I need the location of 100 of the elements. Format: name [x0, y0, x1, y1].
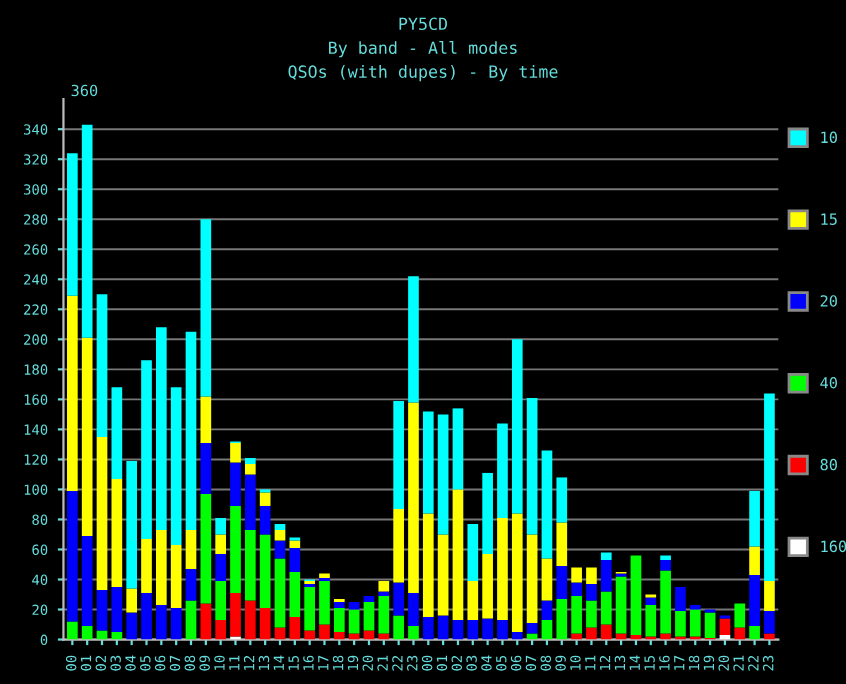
bar: [526, 623, 538, 634]
bar: [156, 529, 167, 606]
bar: [408, 593, 419, 627]
bar: [67, 621, 78, 640]
bar: [393, 508, 404, 583]
bar: [200, 442, 212, 494]
bar: [185, 331, 197, 530]
bar: [259, 608, 271, 640]
bar: [215, 534, 226, 554]
bar: [185, 568, 197, 601]
bar: [556, 477, 568, 523]
bar: [437, 414, 449, 535]
bar: [230, 505, 241, 594]
bar: [156, 605, 167, 640]
bar: [244, 600, 256, 640]
bar: [81, 337, 93, 536]
bar: [170, 608, 182, 640]
bar: [244, 457, 256, 464]
bar: [749, 490, 760, 547]
bar: [81, 626, 93, 640]
bar: [259, 492, 271, 506]
bar: [304, 630, 315, 640]
bar: [541, 450, 553, 559]
bar: [319, 624, 330, 640]
bar: [526, 534, 538, 624]
bar: [259, 534, 271, 609]
bar: [111, 587, 123, 633]
bar: [170, 544, 182, 609]
bar: [586, 584, 597, 601]
bar: [289, 540, 301, 548]
bar: [511, 339, 523, 514]
bar: [348, 609, 360, 634]
bar: [719, 618, 731, 636]
bar: [600, 591, 612, 625]
bar: [689, 609, 701, 637]
bar: [141, 593, 152, 640]
bar: [764, 393, 775, 581]
bar: [141, 360, 152, 539]
bar: [749, 626, 760, 640]
bar: [244, 474, 256, 530]
bar: [675, 587, 686, 612]
bar: [497, 620, 508, 640]
bar: [615, 576, 627, 634]
bar: [675, 611, 686, 637]
bar: [571, 567, 582, 583]
bar: [571, 596, 582, 634]
bar: [645, 597, 657, 606]
bar: [660, 570, 671, 634]
bar: [96, 294, 108, 437]
bar: [274, 540, 286, 559]
bar: [734, 627, 746, 640]
bar: [393, 400, 404, 509]
bar: [185, 600, 197, 640]
bar: [111, 478, 123, 587]
bar: [734, 603, 746, 628]
bar: [200, 603, 212, 640]
bar: [393, 582, 404, 616]
bar: [67, 490, 78, 622]
bar: [541, 620, 553, 640]
bar: [111, 387, 123, 479]
bar: [215, 620, 226, 640]
bar: [452, 489, 464, 621]
bar: [289, 617, 301, 640]
bar: [467, 581, 479, 621]
bar: [497, 517, 508, 621]
bar: [230, 462, 241, 506]
bar: [185, 529, 197, 569]
bar: [408, 402, 419, 594]
bar: [749, 575, 760, 627]
bar: [482, 618, 493, 640]
bar: [541, 600, 553, 621]
bar: [452, 408, 464, 490]
bar: [571, 582, 582, 597]
bar: [586, 627, 597, 640]
bar: [422, 617, 434, 640]
chart-title: PY5CD: [399, 17, 448, 31]
bar: [586, 600, 597, 628]
bar: [230, 593, 241, 637]
bar: [200, 493, 212, 604]
bar: [467, 523, 479, 581]
bar: [319, 581, 330, 625]
bar: [378, 581, 390, 592]
bar: [244, 529, 256, 601]
bar: [274, 523, 286, 530]
bar: [393, 615, 404, 640]
bar: [378, 591, 390, 597]
bar: [764, 611, 775, 634]
bar: [304, 587, 315, 631]
bar: [704, 612, 716, 639]
bar: [67, 153, 78, 296]
bar: [215, 553, 226, 581]
bar: [96, 590, 108, 631]
bar: [363, 596, 375, 603]
bar: [645, 605, 657, 637]
bar: [96, 436, 108, 591]
bar: [408, 276, 419, 403]
bar: [437, 534, 449, 616]
bar: [526, 397, 538, 535]
bar: [126, 460, 138, 589]
bar: [630, 555, 642, 636]
